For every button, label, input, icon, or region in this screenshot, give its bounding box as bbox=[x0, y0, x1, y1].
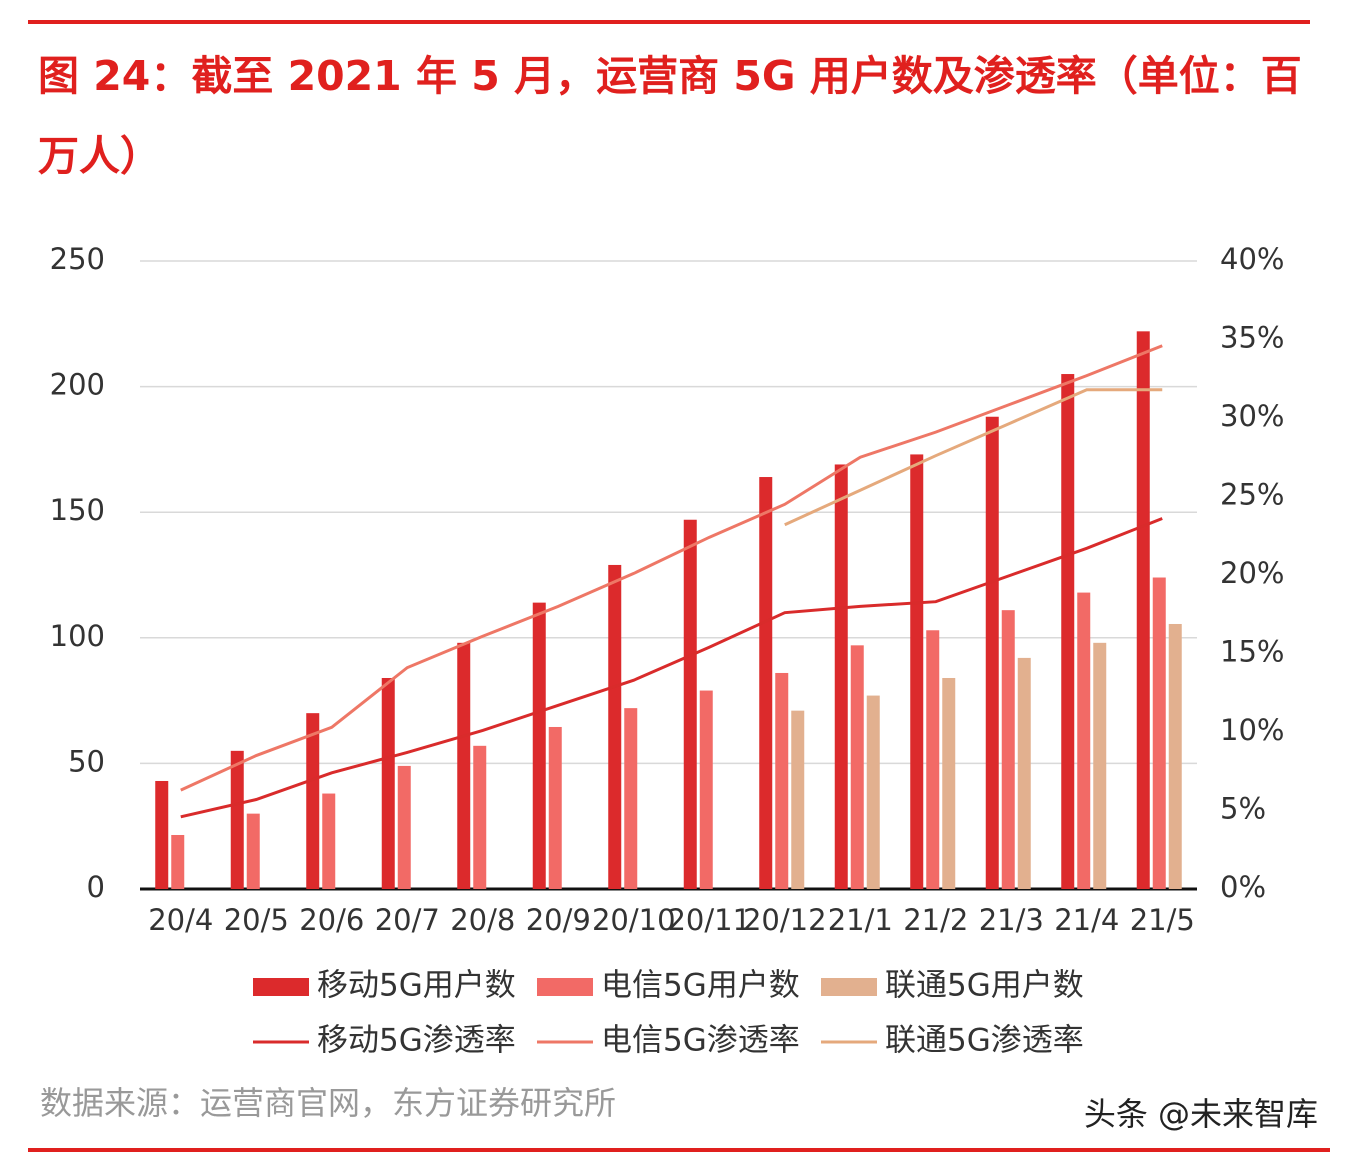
bar bbox=[775, 672, 789, 889]
bar bbox=[306, 713, 320, 889]
x-tick-label: 21/5 bbox=[1130, 903, 1195, 937]
y2-tick-label: 30% bbox=[1220, 399, 1284, 433]
chart-title: 图 24：截至 2021 年 5 月，运营商 5G 用户数及渗透率（单位：百万人… bbox=[38, 52, 1302, 180]
x-tick-label: 21/2 bbox=[903, 903, 968, 937]
legend-label: 联通5G用户数 bbox=[885, 968, 1084, 1004]
bar bbox=[532, 602, 546, 889]
x-tick-label: 20/7 bbox=[375, 903, 440, 937]
legend-label: 移动5G渗透率 bbox=[317, 1023, 516, 1059]
bar bbox=[381, 677, 395, 889]
bar bbox=[1001, 610, 1015, 889]
bar bbox=[1136, 331, 1150, 889]
y2-tick-label: 40% bbox=[1220, 242, 1284, 276]
bar bbox=[246, 813, 260, 889]
x-tick-label: 20/5 bbox=[224, 903, 289, 937]
y2-tick-label: 35% bbox=[1220, 321, 1284, 355]
x-tick-label: 21/4 bbox=[1054, 903, 1119, 937]
y2-tick-label: 10% bbox=[1220, 713, 1284, 747]
bar bbox=[171, 834, 185, 889]
bar bbox=[457, 642, 471, 889]
bar bbox=[230, 750, 244, 889]
legend-label: 电信5G用户数 bbox=[601, 968, 800, 1004]
bar bbox=[985, 416, 999, 889]
x-tick-label: 20/12 bbox=[743, 903, 827, 937]
x-tick-label: 21/3 bbox=[979, 903, 1044, 937]
legend-label: 联通5G渗透率 bbox=[885, 1023, 1084, 1059]
bar bbox=[624, 708, 638, 889]
bar bbox=[1077, 592, 1091, 889]
bar bbox=[759, 477, 773, 889]
line bbox=[180, 344, 1163, 792]
bar bbox=[155, 780, 169, 889]
bar bbox=[322, 793, 336, 889]
bar bbox=[910, 454, 924, 889]
x-tick-label: 20/8 bbox=[450, 903, 515, 937]
watermark: 头条 @未来智库 bbox=[1084, 1095, 1318, 1133]
y-tick-label: 100 bbox=[50, 619, 105, 653]
bar bbox=[1168, 623, 1182, 889]
x-tick-label: 20/10 bbox=[592, 903, 676, 937]
y-tick-label: 250 bbox=[50, 242, 105, 276]
x-tick-label: 21/1 bbox=[828, 903, 893, 937]
bar bbox=[1152, 577, 1166, 889]
bar bbox=[866, 695, 880, 889]
legend-swatch bbox=[253, 978, 309, 996]
x-tick-label: 20/6 bbox=[299, 903, 364, 937]
source: 数据来源：运营商官网，东方证券研究所 bbox=[40, 1084, 616, 1122]
y2-tick-label: 25% bbox=[1220, 478, 1284, 512]
bar bbox=[834, 464, 848, 889]
bar bbox=[850, 645, 864, 889]
y2-tick-label: 5% bbox=[1220, 792, 1266, 826]
x-tick-label: 20/4 bbox=[148, 903, 213, 937]
y2-tick-label: 20% bbox=[1220, 556, 1284, 590]
legend-swatch bbox=[821, 978, 877, 996]
legend-label: 移动5G用户数 bbox=[317, 968, 516, 1004]
bar bbox=[699, 690, 713, 889]
y2-tick-label: 0% bbox=[1220, 870, 1266, 904]
y-tick-label: 0 bbox=[87, 870, 105, 904]
x-tick-label: 20/9 bbox=[526, 903, 591, 937]
bar bbox=[791, 710, 805, 889]
bar bbox=[397, 765, 411, 889]
bar bbox=[683, 519, 697, 889]
y-tick-label: 50 bbox=[68, 744, 105, 778]
y-tick-label: 150 bbox=[50, 493, 105, 527]
bar bbox=[548, 726, 562, 889]
line bbox=[180, 517, 1163, 819]
bar bbox=[1017, 657, 1031, 889]
bar bbox=[942, 677, 956, 889]
bar bbox=[926, 630, 940, 889]
x-tick-label: 20/11 bbox=[667, 903, 751, 937]
line bbox=[784, 388, 1163, 527]
y2-tick-label: 15% bbox=[1220, 635, 1284, 669]
bar bbox=[1093, 642, 1107, 889]
legend-swatch bbox=[537, 978, 593, 996]
bar bbox=[1061, 374, 1075, 889]
y-tick-label: 200 bbox=[50, 368, 105, 402]
legend-label: 电信5G渗透率 bbox=[601, 1023, 800, 1059]
bar bbox=[473, 745, 487, 889]
bar bbox=[608, 564, 622, 889]
